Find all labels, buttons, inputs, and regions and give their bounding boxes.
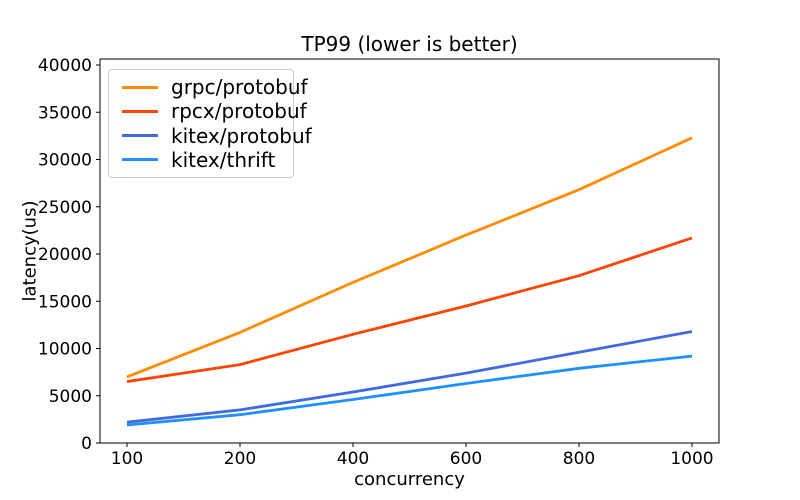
y-tick-label: 5000 xyxy=(49,387,92,407)
y-tick-label: 0 xyxy=(81,434,92,454)
legend-line-swatch xyxy=(122,134,158,138)
x-tick-label: 200 xyxy=(224,449,256,469)
legend-line-swatch xyxy=(122,109,158,113)
legend-label: grpc/protobuf xyxy=(171,75,308,100)
y-tick-label: 30000 xyxy=(38,151,92,171)
legend-entry-grpc-protobuf: grpc/protobuf xyxy=(122,75,308,99)
y-tick-label: 15000 xyxy=(38,292,92,312)
x-axis-label: concurrency xyxy=(354,469,465,490)
legend-line-swatch xyxy=(122,85,158,89)
legend-label: rpcx/protobuf xyxy=(171,99,307,124)
y-tick-label: 20000 xyxy=(38,245,92,265)
series-line-kitex-protobuf xyxy=(126,330,693,424)
y-tick-label: 25000 xyxy=(38,198,92,218)
series-line-grpc-protobuf xyxy=(126,136,693,379)
legend-entry-rpcx-protobuf: rpcx/protobuf xyxy=(122,99,307,123)
legend-entry-kitex-thrift: kitex/thrift xyxy=(122,148,293,172)
axes-spines xyxy=(99,58,720,444)
series-line-kitex-thrift xyxy=(126,354,693,427)
y-tick-label: 35000 xyxy=(38,103,92,123)
y-tick-label: 10000 xyxy=(38,340,92,360)
legend-line-swatch xyxy=(122,158,158,162)
series-line-rpcx-protobuf xyxy=(126,236,693,383)
legend: grpc/protobuf rpcx/protobuf kitex/protob… xyxy=(108,69,312,178)
x-tick-label: 600 xyxy=(450,449,482,469)
legend-label: kitex/protobuf xyxy=(171,123,312,148)
chart-title: TP99 (lower is better) xyxy=(301,32,518,56)
legend-entry-kitex-protobuf: kitex/protobuf xyxy=(122,124,312,148)
y-tick-label: 40000 xyxy=(38,56,92,76)
y-axis-label: latency(us) xyxy=(19,200,41,302)
x-tick-label: 400 xyxy=(337,449,369,469)
x-tick-label: 1000 xyxy=(670,449,713,469)
x-tick-label: 800 xyxy=(563,449,595,469)
legend-label: kitex/thrift xyxy=(171,147,276,172)
x-tick-label: 100 xyxy=(111,449,143,469)
